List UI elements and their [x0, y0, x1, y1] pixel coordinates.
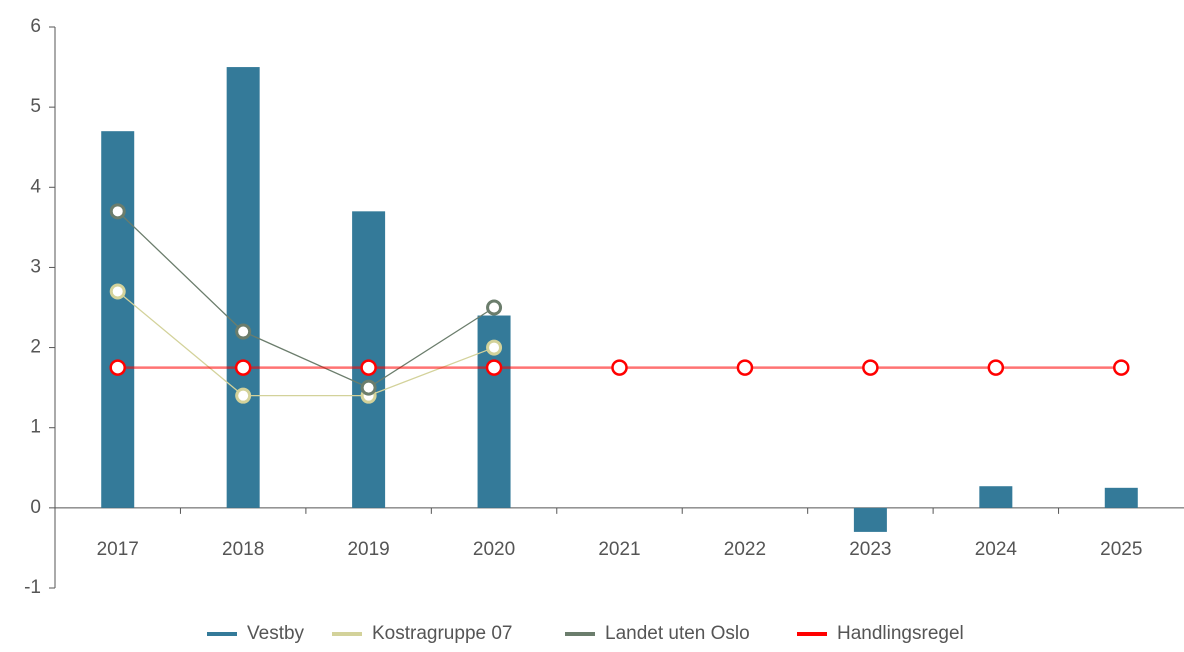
legend-item: Vestby: [207, 623, 305, 644]
y-tick-label: 4: [30, 176, 41, 197]
point: [1113, 359, 1130, 376]
point: [736, 359, 754, 376]
y-tick-label: 1: [30, 417, 41, 438]
y-tick-label: -1: [24, 577, 41, 598]
legend-label: Landet uten Oslo: [605, 623, 750, 644]
point: [862, 359, 879, 376]
y-tick-label: 0: [30, 497, 41, 518]
point: [234, 359, 252, 376]
bar: [979, 486, 1013, 508]
x-tick-label: 2017: [97, 539, 139, 560]
series-line: [117, 210, 495, 389]
x-tick-label: 2019: [347, 539, 389, 560]
point: [109, 283, 126, 300]
legend-item: Handlingsregel: [797, 623, 964, 644]
point: [360, 379, 377, 396]
point: [109, 359, 126, 376]
bar: [226, 67, 260, 508]
x-tick-label: 2025: [1100, 539, 1142, 560]
legend-label: Handlingsregel: [837, 623, 964, 644]
x-tick-label: 2024: [975, 539, 1018, 560]
y-tick-label: 2: [30, 337, 41, 358]
x-tick-label: 2021: [598, 539, 640, 560]
legend-item: Landet uten Oslo: [565, 623, 750, 644]
bar: [853, 507, 887, 532]
point: [235, 387, 252, 404]
y-tick-label: 3: [30, 256, 41, 277]
point: [486, 339, 503, 356]
series-line: [117, 290, 495, 397]
legend-label: Vestby: [247, 623, 305, 644]
x-tick-label: 2018: [222, 539, 264, 560]
point: [987, 359, 1005, 376]
point: [611, 359, 628, 376]
point: [486, 299, 503, 316]
legend-label: Kostragruppe 07: [372, 623, 513, 644]
legend-item: Kostragruppe 07: [332, 623, 513, 644]
bar: [101, 131, 135, 508]
point: [485, 359, 503, 376]
x-tick-label: 2020: [473, 539, 515, 560]
bar: [1104, 487, 1138, 508]
y-tick-label: 6: [30, 16, 41, 37]
point: [360, 359, 377, 376]
x-tick-label: 2023: [849, 539, 891, 560]
point: [235, 323, 252, 340]
x-tick-label: 2022: [724, 539, 766, 560]
y-tick-label: 5: [30, 96, 41, 117]
point: [109, 203, 126, 220]
